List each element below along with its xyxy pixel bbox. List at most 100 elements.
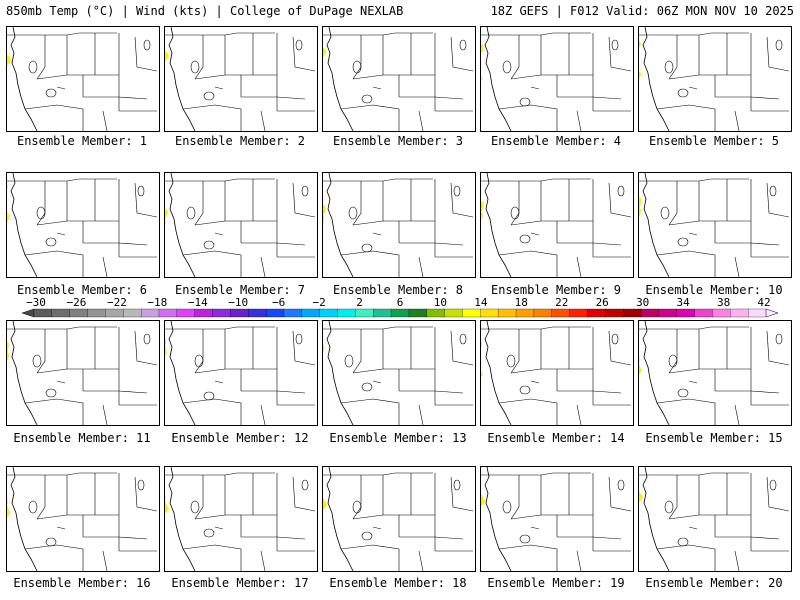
coastline-outline <box>10 467 38 571</box>
colorbar-swatch <box>283 308 303 318</box>
state-border <box>323 32 433 36</box>
colorbar-tick-label: −18 <box>147 296 167 309</box>
state-border <box>56 380 66 384</box>
coastline-outline <box>642 27 670 131</box>
state-border <box>698 181 716 243</box>
state-border <box>557 96 622 100</box>
state-border <box>608 182 632 218</box>
contour-blob <box>459 333 467 345</box>
state-border <box>557 390 622 394</box>
state-border <box>668 74 700 80</box>
colorbar-swatch <box>158 308 178 318</box>
contour-blob <box>769 185 777 197</box>
state-border <box>7 472 117 476</box>
state-border <box>372 232 382 236</box>
contour-blob <box>769 479 777 491</box>
ensemble-member-caption: Ensemble Member: 2 <box>174 134 306 148</box>
state-border <box>715 96 780 100</box>
state-border <box>214 380 224 384</box>
state-border <box>352 74 384 80</box>
colorbar-swatch <box>640 308 660 318</box>
state-border <box>56 232 66 236</box>
contour-blob <box>664 500 674 514</box>
contour-blob <box>361 531 373 541</box>
state-border <box>399 536 464 540</box>
colorbar-swatch <box>176 308 196 318</box>
colorbar-swatch <box>51 308 71 318</box>
state-border <box>766 330 790 366</box>
state-border <box>352 475 362 520</box>
coastline-outline <box>642 173 670 277</box>
state-border <box>224 475 242 537</box>
contour-blob <box>301 479 309 491</box>
contour-blob <box>295 333 303 345</box>
colorbar-swatch <box>265 308 285 318</box>
state-border <box>260 404 266 425</box>
state-border <box>24 398 84 425</box>
colorbar-swatch <box>301 308 321 318</box>
contour-blob <box>186 206 196 220</box>
state-border <box>668 329 678 374</box>
state-border <box>66 329 84 391</box>
colorbar-swatch <box>694 308 713 318</box>
state-border <box>352 329 362 374</box>
ensemble-member-caption: Ensemble Member: 9 <box>490 283 622 297</box>
coastline-outline <box>484 173 512 277</box>
state-border <box>134 330 158 366</box>
ensemble-member-map <box>480 26 634 132</box>
coastline-outline <box>484 321 512 425</box>
state-border <box>688 86 698 90</box>
ensemble-member-caption: Ensemble Member: 10 <box>645 283 783 297</box>
state-border <box>292 330 316 366</box>
state-border <box>510 74 542 80</box>
colorbar-swatch <box>140 308 160 318</box>
coastline-outline <box>168 27 196 131</box>
state-border <box>450 182 474 218</box>
contour-blob <box>677 388 689 398</box>
colorbar-low-arrow <box>21 308 35 318</box>
colorbar-swatch <box>373 308 392 318</box>
ensemble-member-caption: Ensemble Member: 15 <box>645 431 783 445</box>
colorbar-swatch <box>480 308 499 318</box>
state-border <box>639 32 749 36</box>
ensemble-member-map <box>6 320 160 426</box>
state-border <box>688 380 698 384</box>
state-border <box>450 36 474 72</box>
colorbar-swatch <box>605 308 624 318</box>
contour-blob <box>352 60 362 74</box>
ensemble-member-map <box>322 172 476 278</box>
state-border <box>102 550 108 571</box>
contour-blob <box>203 240 215 250</box>
state-border <box>194 475 204 520</box>
coastline-outline <box>168 467 196 571</box>
ensemble-member-caption: Ensemble Member: 20 <box>645 576 783 590</box>
state-border <box>165 178 275 182</box>
contour-blob <box>301 185 309 197</box>
contour-blob <box>32 354 42 368</box>
ensemble-member-map <box>6 466 160 572</box>
coastline-outline <box>484 467 512 571</box>
state-border <box>510 181 520 226</box>
state-border <box>734 550 740 571</box>
ensemble-member-map <box>480 172 634 278</box>
state-border <box>715 242 780 246</box>
contour-blob <box>502 60 512 74</box>
ensemble-member-caption: Ensemble Member: 3 <box>332 134 464 148</box>
colorbar-swatch <box>712 308 731 318</box>
coastline-outline <box>642 467 670 571</box>
ensemble-member-caption: Ensemble Member: 16 <box>13 576 151 590</box>
state-border <box>241 242 306 246</box>
state-border <box>510 475 520 520</box>
colorbar-tick-label: 10 <box>434 296 447 309</box>
colorbar-tick-label: 42 <box>757 296 770 309</box>
contour-blob <box>660 206 670 220</box>
state-border <box>36 514 68 520</box>
state-border <box>656 544 716 571</box>
state-border <box>481 32 591 36</box>
state-border <box>182 250 242 277</box>
colorbar-swatch <box>105 308 124 318</box>
ensemble-member-map <box>164 320 318 426</box>
contour-blob <box>361 382 373 392</box>
state-border <box>292 36 316 72</box>
coastline-outline <box>326 467 354 571</box>
